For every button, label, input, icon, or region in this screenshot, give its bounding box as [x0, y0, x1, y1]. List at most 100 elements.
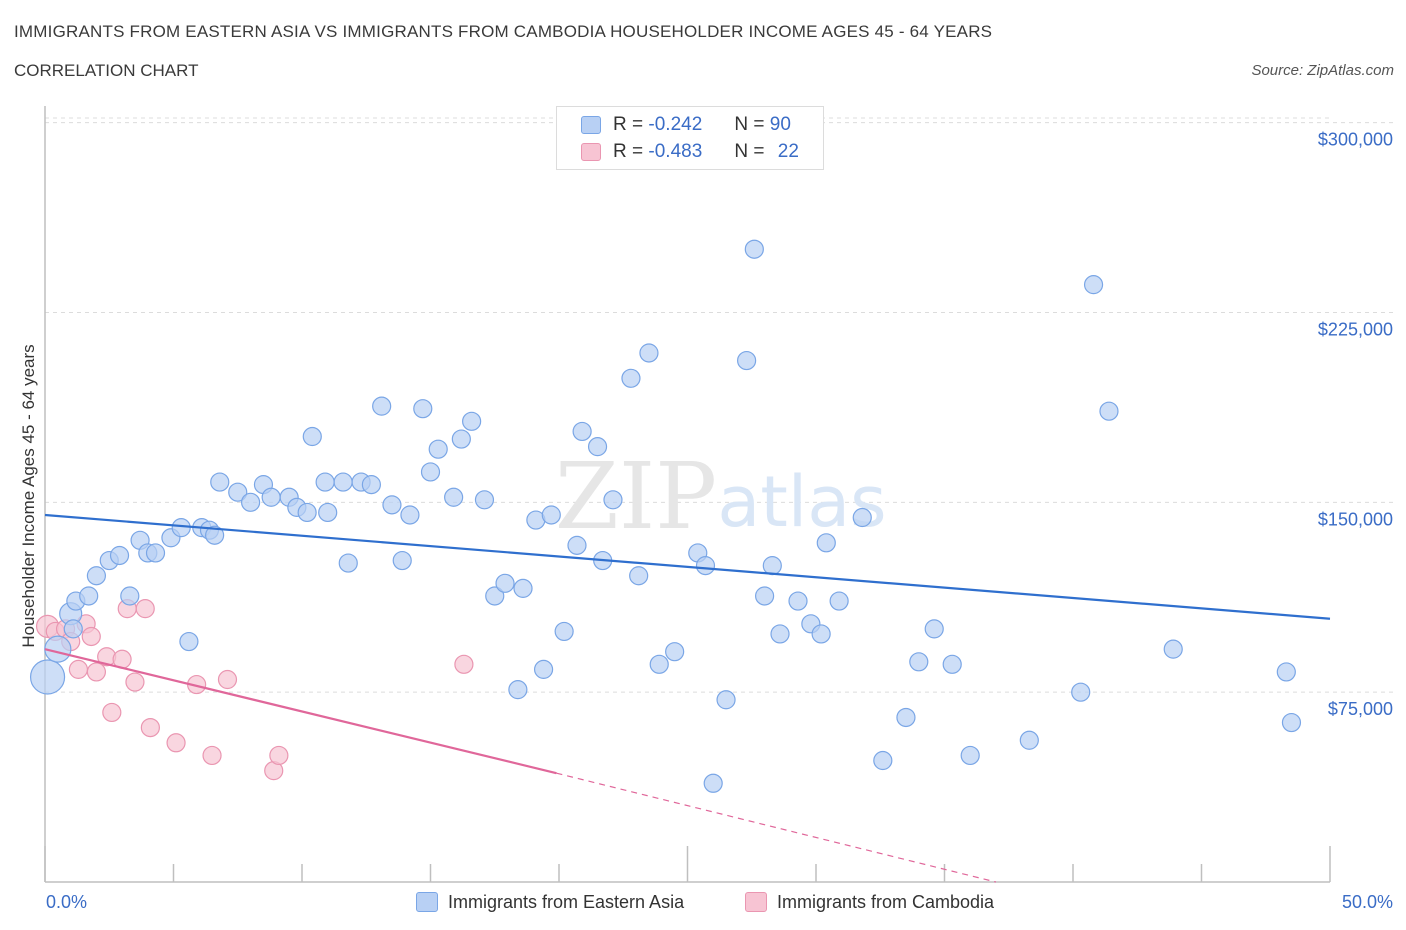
eastern-asia-point: [621, 368, 641, 388]
eastern-asia-point: [737, 350, 757, 371]
eastern-asia-point: [474, 490, 495, 510]
eastern-asia-point: [372, 396, 392, 416]
eastern-asia-point: [241, 492, 261, 512]
cambodia-point: [454, 654, 474, 674]
eastern-asia-point: [179, 631, 199, 652]
x-tick-label-max: 50.0%: [1342, 892, 1393, 912]
eastern-asia-point: [811, 624, 831, 644]
legend-swatch-blue: [581, 116, 601, 134]
eastern-asia-point: [695, 556, 716, 576]
correlation-legend: R = -0.242 N = 90 R = -0.483 N = 22: [556, 106, 824, 170]
bottom-legend-label-eastern-asia: Immigrants from Eastern Asia: [448, 891, 685, 912]
legend-swatch-pink: [581, 143, 601, 161]
eastern-asia-point: [1019, 730, 1039, 750]
eastern-asia-point: [1281, 712, 1302, 733]
eastern-asia-point: [1071, 682, 1091, 702]
eastern-asia-point: [444, 487, 464, 507]
legend-r-value: -0.242: [648, 114, 703, 135]
eastern-asia-point: [1276, 662, 1296, 682]
legend-r-value: -0.483: [648, 141, 703, 162]
eastern-asia-point: [333, 472, 353, 492]
eastern-asia-point: [716, 690, 736, 710]
cambodia-point: [125, 672, 145, 692]
eastern-asia-point: [924, 619, 944, 639]
eastern-asia-trend-line: [44, 513, 1331, 620]
eastern-asia-point: [639, 343, 659, 363]
eastern-asia-point: [495, 573, 515, 593]
eastern-asia-point: [960, 745, 980, 766]
eastern-asia-point: [909, 652, 929, 672]
cambodia-point: [269, 745, 289, 766]
eastern-asia-point: [703, 773, 723, 793]
eastern-asia-point: [1099, 401, 1119, 421]
watermark: ZIP atlas: [555, 443, 887, 550]
eastern-asia-point: [86, 566, 107, 586]
y-axis-title: Householder Income Ages 45 - 64 years: [19, 344, 38, 647]
eastern-asia-point: [318, 502, 338, 523]
source-label: Source: ZipAtlas.com: [1251, 62, 1394, 79]
eastern-asia-point: [120, 586, 140, 606]
cambodia-points: [35, 599, 474, 781]
bottom-legend-cambodia: Immigrants from Cambodia: [745, 888, 994, 916]
watermark-atlas: atlas: [717, 461, 886, 543]
cambodia-point: [202, 745, 222, 766]
eastern-asia-point: [382, 495, 402, 515]
eastern-asia-point: [665, 642, 685, 662]
eastern-asia-point: [629, 566, 649, 586]
cambodia-point: [166, 733, 186, 753]
bottom-legend-eastern-asia: Immigrants from Eastern Asia: [416, 888, 684, 916]
eastern-asia-point: [420, 462, 441, 482]
eastern-asia-point: [485, 586, 505, 606]
legend-n-label: N =: [734, 114, 765, 135]
eastern-asia-points: [29, 239, 1302, 793]
legend-row-cambodia: R = -0.483 N = 22: [581, 139, 799, 165]
eastern-asia-point: [816, 533, 836, 553]
eastern-asia-point: [513, 578, 533, 598]
eastern-asia-point: [210, 472, 230, 492]
eastern-asia-point: [587, 437, 608, 457]
legend-r-label: R =: [613, 141, 644, 162]
cambodia-point: [217, 669, 238, 690]
eastern-asia-point: [788, 591, 808, 611]
eastern-asia-point: [508, 680, 528, 700]
trend-lines: [44, 513, 1331, 883]
cambodia-trend-line: [44, 648, 557, 775]
eastern-asia-point: [79, 586, 99, 606]
cambodia-point: [102, 702, 122, 723]
chart-title: IMMIGRANTS FROM EASTERN ASIA VS IMMIGRAN…: [14, 22, 993, 41]
eastern-asia-point: [361, 475, 381, 495]
eastern-asia-point: [533, 659, 554, 679]
eastern-asia-point: [29, 659, 66, 695]
cambodia-point: [68, 659, 89, 679]
eastern-asia-point: [873, 750, 893, 771]
eastern-asia-point: [392, 550, 412, 571]
x-tick-label-min: 0.0%: [46, 892, 87, 912]
eastern-asia-point: [171, 518, 191, 538]
bottom-legend-swatch-blue: [416, 892, 438, 912]
y-tick-label: $300,000: [1318, 130, 1393, 150]
eastern-asia-point: [649, 654, 669, 674]
legend-n-value: 22: [777, 141, 799, 162]
eastern-asia-point: [400, 505, 420, 525]
bottom-legend-swatch-pink: [745, 892, 767, 912]
eastern-asia-point: [413, 399, 433, 419]
eastern-asia-point: [754, 586, 775, 606]
eastern-asia-point: [541, 505, 561, 525]
eastern-asia-point: [338, 553, 358, 573]
eastern-asia-point: [109, 545, 130, 566]
eastern-asia-point: [896, 707, 916, 728]
eastern-asia-point: [554, 621, 574, 642]
eastern-asia-point: [145, 543, 166, 563]
cambodia-trend-extension: [556, 772, 997, 883]
eastern-asia-point: [603, 490, 623, 510]
eastern-asia-point: [315, 472, 335, 492]
eastern-asia-point: [462, 411, 482, 431]
eastern-asia-point: [302, 426, 322, 447]
eastern-asia-point: [205, 525, 225, 545]
legend-r-label: R =: [613, 114, 644, 135]
eastern-asia-point: [852, 507, 872, 528]
axis-labels: Householder Income Ages 45 - 64 years 0.…: [19, 130, 1393, 912]
eastern-asia-point: [451, 429, 471, 449]
eastern-asia-point: [829, 591, 849, 611]
eastern-asia-point: [1163, 639, 1183, 659]
